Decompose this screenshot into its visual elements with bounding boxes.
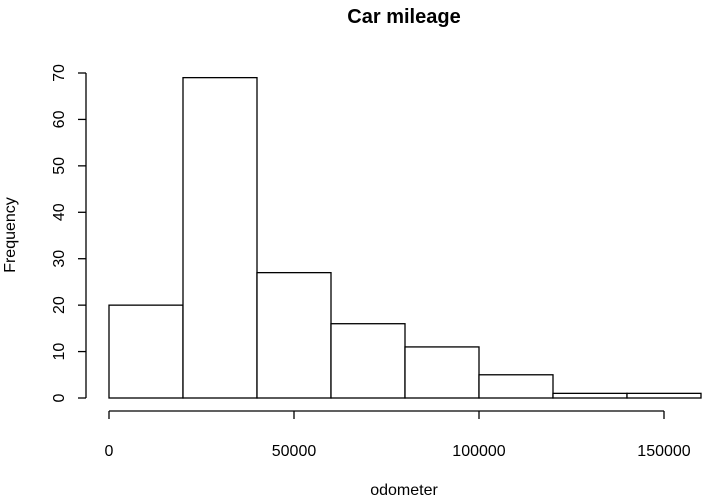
y-tick-label: 70	[51, 64, 68, 82]
y-tick-label: 20	[51, 296, 68, 314]
histogram-bar-2	[256, 271, 332, 399]
y-tick-label: 60	[51, 110, 68, 128]
x-tick-label: 50000	[272, 443, 317, 460]
x-tick-label: 100000	[452, 443, 505, 460]
histogram-bar-7	[626, 392, 702, 399]
y-tick-label: 30	[51, 250, 68, 268]
x-axis: 0 50000 100000 150000	[105, 410, 691, 460]
histogram-bar-0	[108, 304, 184, 399]
x-axis-label: odometer	[370, 482, 438, 499]
bars-group	[108, 76, 702, 399]
y-tick-label: 10	[51, 343, 68, 361]
chart-title: Car mileage	[347, 6, 460, 28]
histogram-bar-5	[478, 374, 554, 399]
histogram-bar-6	[552, 392, 628, 399]
x-tick-label: 0	[105, 443, 114, 460]
histogram-bar-4	[404, 346, 480, 399]
y-tick-label: 50	[51, 157, 68, 175]
y-tick-label: 40	[51, 203, 68, 221]
histogram-bar-3	[330, 323, 406, 399]
y-axis-label: Frequency	[2, 197, 19, 273]
y-tick-label: 0	[51, 393, 68, 402]
histogram-bar-1	[182, 76, 258, 399]
y-axis: 0 10 20 30 40 50 60 70	[51, 64, 87, 402]
x-tick-label: 150000	[637, 443, 690, 460]
